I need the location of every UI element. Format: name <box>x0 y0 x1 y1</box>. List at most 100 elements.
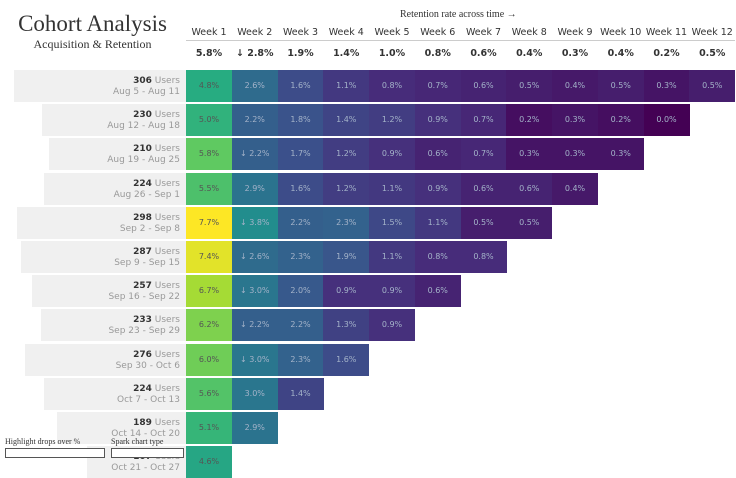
heatmap-cell: 1.2% <box>323 172 370 205</box>
heatmap-cell: 1.1% <box>414 206 461 239</box>
week-average: 0.5% <box>699 48 726 59</box>
heatmap-cell: 1.1% <box>323 70 370 102</box>
heatmap-cell: 1.6% <box>277 172 324 205</box>
heatmap-cell: ↓ 3.0% <box>231 275 278 308</box>
heatmap-cell: 0.6% <box>506 172 553 205</box>
heatmap-cell: 1.6% <box>277 70 324 102</box>
week-header: Week 6 <box>420 27 456 38</box>
cohort-label: 276 Users Sep 30 - Oct 6 <box>25 343 186 376</box>
heatmap-cell: ↓ 3.8% <box>231 206 278 239</box>
cohort-users-count: 230 <box>133 110 152 121</box>
heatmap-cell: 0.5% <box>506 70 553 102</box>
heatmap-cell: 1.7% <box>277 138 324 171</box>
heatmap-cell: 3.0% <box>231 377 278 410</box>
week-average: 0.3% <box>561 48 589 59</box>
heatmap-cell: 1.6% <box>323 343 370 376</box>
week-average: 1.9% <box>287 48 314 59</box>
cohort-users-count: 306 <box>133 76 152 86</box>
users-suffix: Users <box>151 110 180 121</box>
heatmap-cell: 0.9% <box>369 138 415 171</box>
heatmap-cell: 0.6% <box>414 275 461 308</box>
cohort-date-range: Oct 7 - Oct 13 <box>117 394 180 405</box>
cohort-date-range: Oct 21 - Oct 27 <box>111 463 180 474</box>
heatmap-cell: 0.3% <box>552 104 598 137</box>
heatmap-cell: 0.5% <box>460 206 507 239</box>
cohort-users-count: 224 <box>133 383 152 394</box>
heatmap-cell: 0.8% <box>414 241 461 273</box>
heatmap-cell: 0.9% <box>414 172 461 205</box>
heatmap-cell: 0.4% <box>552 70 598 102</box>
users-suffix: Users <box>151 178 180 189</box>
users-suffix: Users <box>151 212 180 223</box>
cohort-date-range: Sep 2 - Sep 8 <box>119 223 180 234</box>
heatmap-cell: 0.8% <box>369 70 415 102</box>
week-average: 0.4% <box>516 48 543 59</box>
cohort-users-count: 276 <box>133 349 152 360</box>
heatmap-cell: 0.9% <box>369 275 415 308</box>
heatmap-cell: 6.2% <box>186 309 232 342</box>
cohort-label: 306 Users Aug 5 - Aug 11 <box>14 70 186 102</box>
heatmap-cell: 0.6% <box>460 70 507 102</box>
heatmap-cell: 0.4% <box>552 172 598 205</box>
cohort-label: 298 Users Sep 2 - Sep 8 <box>17 206 186 239</box>
cohort-date-range: Aug 19 - Aug 25 <box>107 155 180 166</box>
cohort-users-count: 287 <box>133 247 152 257</box>
heatmap-cell: 2.3% <box>277 343 324 376</box>
heatmap-cell: 2.2% <box>277 309 324 342</box>
week-header: Week 2 <box>237 27 273 38</box>
users-suffix: Users <box>151 349 180 360</box>
week-header: Week 7 <box>465 27 502 38</box>
users-suffix: Users <box>151 247 180 257</box>
heatmap-cell: 0.5% <box>597 70 644 102</box>
retention-caption: Retention rate across time → <box>400 9 517 20</box>
cohort-label: 189 Users Oct 14 - Oct 20 <box>57 412 186 444</box>
heatmap-cell: 0.6% <box>414 138 461 171</box>
heatmap-cell: 0.9% <box>369 309 415 342</box>
cohort-date-range: Sep 30 - Oct 6 <box>115 360 180 371</box>
week-average: 0.4% <box>607 48 634 59</box>
heatmap-cell: 0.3% <box>506 138 553 171</box>
week-header: Week 8 <box>511 27 547 38</box>
cohort-date-range: Aug 12 - Aug 18 <box>107 121 180 132</box>
heatmap-cell: 4.8% <box>186 70 232 102</box>
heatmap-cell: 0.0% <box>643 104 690 137</box>
heatmap-cell: 2.0% <box>277 275 324 308</box>
cohort-users-count: 224 <box>133 178 152 189</box>
cohort-users-count: 257 <box>133 281 152 292</box>
heatmap-cell: 0.7% <box>460 138 507 171</box>
week-header: Week 12 <box>691 27 733 38</box>
week-header: Week 3 <box>282 27 319 38</box>
heatmap-cell: 0.2% <box>506 104 553 137</box>
week-average: 0.2% <box>653 48 680 59</box>
highlight-drops-input[interactable] <box>5 448 105 458</box>
heatmap-cell: 2.3% <box>323 206 370 239</box>
heatmap-cell: 1.5% <box>369 206 415 239</box>
cohort-users-count: 189 <box>133 418 152 428</box>
cohort-date-range: Sep 16 - Sep 22 <box>108 292 180 303</box>
cohort-date-range: Oct 14 - Oct 20 <box>111 429 180 439</box>
users-suffix: Users <box>151 383 180 394</box>
heatmap-cell: 6.7% <box>186 275 232 308</box>
heatmap-cell: 1.1% <box>369 172 415 205</box>
users-suffix: Users <box>151 281 180 292</box>
spark-chart-type-label: Spark chart type <box>111 437 164 446</box>
heatmap-cell: 0.2% <box>597 104 644 137</box>
heatmap-cell: 1.2% <box>323 138 370 171</box>
heatmap-cell: 1.2% <box>369 104 415 137</box>
cohort-date-range: Sep 9 - Sep 15 <box>114 258 180 268</box>
heatmap-cell: ↓ 2.2% <box>231 309 278 342</box>
page-title: Cohort Analysis <box>18 11 167 36</box>
heatmap-cell: ↓ 2.6% <box>231 241 278 273</box>
cohort-label: 287 Users Sep 9 - Sep 15 <box>21 241 186 273</box>
heatmap-cell: 6.0% <box>186 343 232 376</box>
heatmap-cell: 1.8% <box>277 104 324 137</box>
spark-chart-type-select[interactable] <box>111 448 184 458</box>
heatmap-cell: 0.3% <box>552 138 598 171</box>
cohort-users-count: 298 <box>133 212 152 223</box>
heatmap-cell: 5.0% <box>186 104 232 137</box>
cohort-label: 230 Users Aug 12 - Aug 18 <box>42 104 186 137</box>
heatmap-cell: 2.6% <box>231 70 278 102</box>
heatmap-cell: 0.7% <box>414 70 461 102</box>
heatmap-cell: 2.9% <box>231 172 278 205</box>
heatmap-cell: 1.4% <box>323 104 370 137</box>
